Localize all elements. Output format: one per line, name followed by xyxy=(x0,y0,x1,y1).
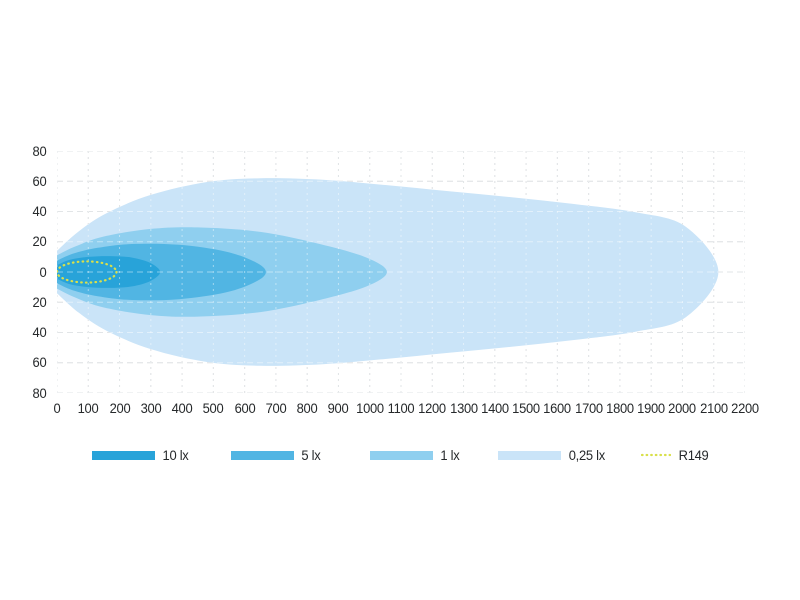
r149-reference-ellipse xyxy=(57,260,118,284)
x-tick-label: 800 xyxy=(296,401,318,416)
legend-swatch xyxy=(370,450,433,460)
y-tick-label: 40 xyxy=(32,325,47,340)
y-tick-label: 40 xyxy=(32,204,47,219)
beam-pattern-plot xyxy=(57,151,745,393)
contour-10-lx xyxy=(57,256,161,288)
legend-swatch xyxy=(231,450,294,460)
legend-item-10-lx: 10 lx xyxy=(92,446,189,464)
legend-label: 1 lx xyxy=(440,447,460,463)
legend-item-1-lx: 1 lx xyxy=(370,446,460,464)
y-tick-label: 0 xyxy=(39,264,47,280)
y-tick-label: 60 xyxy=(32,355,47,371)
x-tick-label: 1500 xyxy=(512,401,540,416)
x-tick-label: 1600 xyxy=(543,401,572,416)
x-tick-label: 100 xyxy=(77,401,99,416)
x-tick-label: 1700 xyxy=(574,401,603,416)
x-tick-label: 1800 xyxy=(606,401,634,416)
x-tick-label: 1400 xyxy=(480,401,509,416)
y-tick-label: 20 xyxy=(32,234,47,250)
x-tick-label: 0 xyxy=(53,401,61,416)
x-tick-label: 1900 xyxy=(637,401,666,416)
y-tick-label: 80 xyxy=(32,143,47,159)
y-tick-label: 60 xyxy=(32,173,47,189)
x-tick-label: 1000 xyxy=(355,401,384,416)
legend-swatch xyxy=(498,450,561,460)
x-tick-label: 2100 xyxy=(699,401,728,416)
legend-label: 10 lx xyxy=(162,447,189,463)
legend-item-5-lx: 5 lx xyxy=(231,446,321,464)
x-tick-label: 900 xyxy=(328,401,349,416)
legend-item-R149: R149 xyxy=(641,446,709,464)
legend-item-0-25-lx: 0,25 lx xyxy=(498,446,606,464)
x-tick-label: 1200 xyxy=(418,401,447,416)
contour-0-25-lx xyxy=(57,178,719,366)
y-tick-label: 80 xyxy=(32,385,47,401)
legend-swatch xyxy=(92,450,155,460)
legend: 10 lx 5 lx 1 lx 0,25 lx R149 xyxy=(0,446,800,466)
x-tick-label: 2200 xyxy=(731,401,759,416)
legend-dotted-line xyxy=(641,453,671,457)
x-tick-label: 600 xyxy=(234,401,256,416)
legend-label: 0,25 lx xyxy=(568,447,605,463)
gridlines-over xyxy=(57,151,745,393)
x-tick-label: 1100 xyxy=(387,401,415,416)
x-tick-label: 200 xyxy=(109,401,130,416)
legend-label: R149 xyxy=(678,447,709,463)
y-tick-label: 20 xyxy=(32,294,47,310)
x-tick-label: 700 xyxy=(265,401,287,416)
x-tick-label: 400 xyxy=(171,401,193,416)
legend-label: 5 lx xyxy=(301,447,321,463)
x-tick-label: 1300 xyxy=(449,401,478,416)
x-tick-label: 300 xyxy=(140,401,162,416)
x-tick-label: 2000 xyxy=(668,401,697,416)
x-tick-label: 500 xyxy=(202,401,224,416)
